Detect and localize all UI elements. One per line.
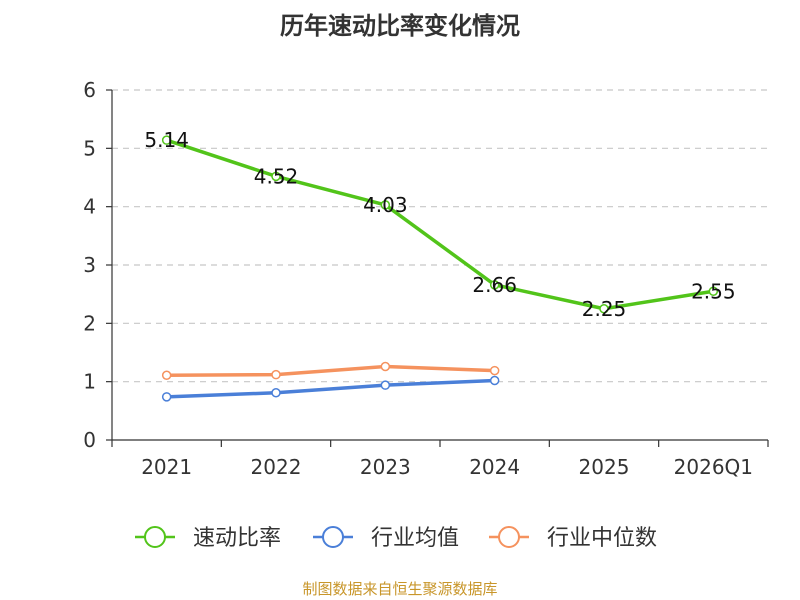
data-label: 2.25 xyxy=(582,297,627,321)
series-line-2 xyxy=(166,378,495,399)
series-line-3 xyxy=(166,364,495,377)
series-line-1 xyxy=(166,138,714,311)
data-point xyxy=(380,361,391,372)
axes: 0 1 2 3 4 5 6 2021 2022 2023 2024 2025 2026Q1 xyxy=(83,78,769,479)
data-label: 4.03 xyxy=(363,193,408,217)
data-point xyxy=(271,388,281,398)
grid-lines xyxy=(112,89,768,383)
chart-title: 历年速动比率变化情况 xyxy=(280,12,520,40)
data-point xyxy=(489,280,500,290)
data-point xyxy=(161,135,172,145)
data-label: 4.52 xyxy=(254,164,299,188)
legend-marker xyxy=(498,526,520,548)
x-tick-label: 2025 xyxy=(579,455,630,479)
x-tick-label: 2023 xyxy=(360,455,411,479)
y-tick-label: 0 xyxy=(83,428,96,452)
data-point xyxy=(708,286,719,296)
data-point xyxy=(380,200,391,210)
series-lines xyxy=(161,135,719,402)
data-label: 2.66 xyxy=(472,273,517,297)
data-point xyxy=(599,304,609,314)
data-point xyxy=(380,380,391,390)
source-note: 制图数据来自恒生聚源数据库 xyxy=(302,580,498,598)
data-point xyxy=(271,369,281,380)
legend-label: 行业中位数 xyxy=(547,526,657,551)
legend-marker xyxy=(144,526,166,548)
legend-marker xyxy=(322,526,344,548)
data-labels: 5.14 4.52 4.03 2.66 2.25 2.55 xyxy=(144,128,735,321)
x-tick-label: 2024 xyxy=(469,455,520,479)
data-label: 2.55 xyxy=(691,279,736,303)
legend: 速动比率 行业均值 行业中位数 xyxy=(135,526,657,551)
legend-label: 行业均值 xyxy=(371,526,459,551)
x-tick-label: 2022 xyxy=(251,455,302,479)
data-point xyxy=(489,365,500,376)
legend-label: 速动比率 xyxy=(193,526,281,551)
data-point xyxy=(161,392,172,402)
y-tick-label: 6 xyxy=(83,78,96,102)
y-tick-label: 2 xyxy=(83,311,96,335)
x-tick-label: 2026Q1 xyxy=(674,455,753,479)
y-tick-label: 1 xyxy=(83,370,96,394)
y-tick-label: 5 xyxy=(83,136,96,160)
data-point xyxy=(161,370,172,380)
data-point xyxy=(271,171,281,182)
y-tick-label: 3 xyxy=(83,253,96,277)
data-point xyxy=(489,375,500,386)
y-tick-label: 4 xyxy=(83,195,96,219)
x-tick-label: 2021 xyxy=(141,455,192,479)
data-label: 5.14 xyxy=(144,128,189,152)
